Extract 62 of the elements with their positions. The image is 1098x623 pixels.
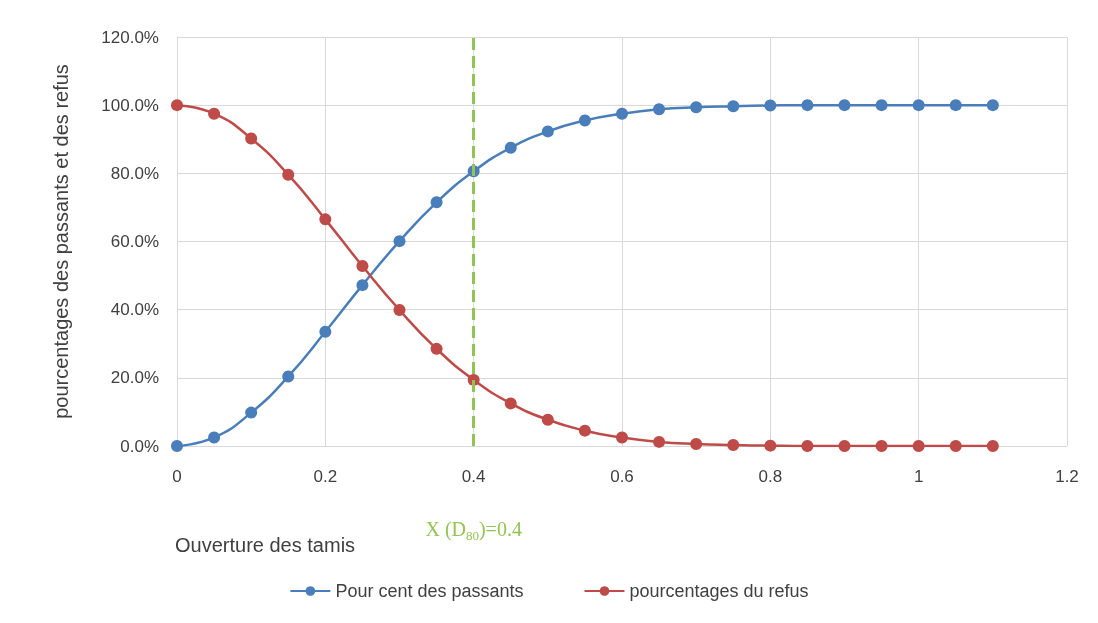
point (171, 99, 183, 112)
legend-label: pourcentages du refus (629, 581, 809, 601)
point (541, 125, 554, 138)
point (949, 440, 962, 452)
point (393, 304, 406, 316)
y-tick-label: 100.0% (101, 95, 159, 115)
point (616, 431, 628, 444)
point (245, 132, 258, 145)
point (393, 235, 406, 248)
point (801, 99, 814, 112)
point (319, 213, 332, 226)
point (764, 439, 777, 452)
y-axis-title: pourcentages des passants et des refus (50, 64, 72, 419)
point (986, 440, 999, 452)
legend-label: Pour cent des passants (335, 581, 524, 601)
point (801, 440, 814, 452)
x-tick-label: 0.8 (758, 467, 783, 486)
point (430, 342, 443, 355)
point (430, 196, 443, 209)
point (356, 279, 369, 292)
y-tick-label: 80.0% (110, 163, 159, 183)
point (764, 99, 777, 112)
point (282, 370, 295, 383)
point (912, 99, 925, 112)
point (690, 101, 703, 114)
point (319, 325, 332, 338)
point (875, 440, 888, 452)
point (208, 107, 221, 120)
x-axis-title: Ouverture des tamis (175, 534, 356, 556)
point (208, 431, 221, 444)
point (356, 260, 369, 273)
point (949, 99, 962, 112)
point (541, 413, 554, 426)
point (727, 100, 740, 113)
point (504, 141, 517, 154)
point (616, 107, 628, 120)
x-tick-label: 1.2 (1055, 467, 1079, 486)
x-tick-label: 1 (913, 467, 924, 486)
point (504, 397, 517, 410)
y-tick-label: 0.0% (120, 436, 159, 456)
point (727, 438, 740, 451)
point (653, 103, 666, 116)
point (912, 440, 925, 452)
point (986, 99, 999, 112)
y-tick-label: 60.0% (110, 232, 159, 251)
y-tick-label: 40.0% (110, 300, 159, 320)
y-tick-label: 120.0% (101, 27, 159, 47)
point (578, 114, 591, 127)
x-tick-label: 0.2 (313, 467, 338, 486)
point (838, 99, 851, 112)
point (245, 406, 258, 419)
point (653, 435, 666, 448)
point (838, 440, 851, 452)
point (690, 437, 703, 450)
point (282, 168, 295, 181)
x-tick-label: 0.4 (461, 467, 486, 486)
x-tick-label: 0.6 (610, 467, 634, 486)
point (171, 440, 183, 452)
y-tick-label: 20.0% (110, 368, 159, 388)
point (578, 424, 591, 437)
point (875, 99, 888, 112)
x-tick-label: 0 (172, 467, 182, 486)
